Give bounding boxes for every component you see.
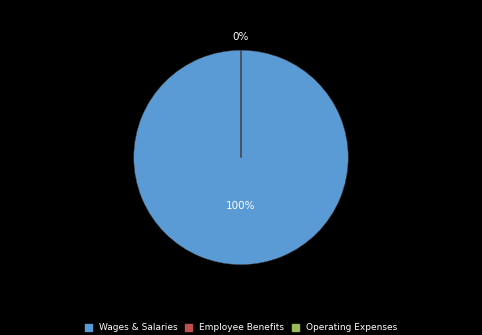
Text: 0%: 0%: [233, 32, 249, 42]
Text: 100%: 100%: [226, 201, 256, 211]
Legend: Wages & Salaries, Employee Benefits, Operating Expenses: Wages & Salaries, Employee Benefits, Ope…: [82, 321, 400, 335]
Wedge shape: [134, 50, 348, 265]
